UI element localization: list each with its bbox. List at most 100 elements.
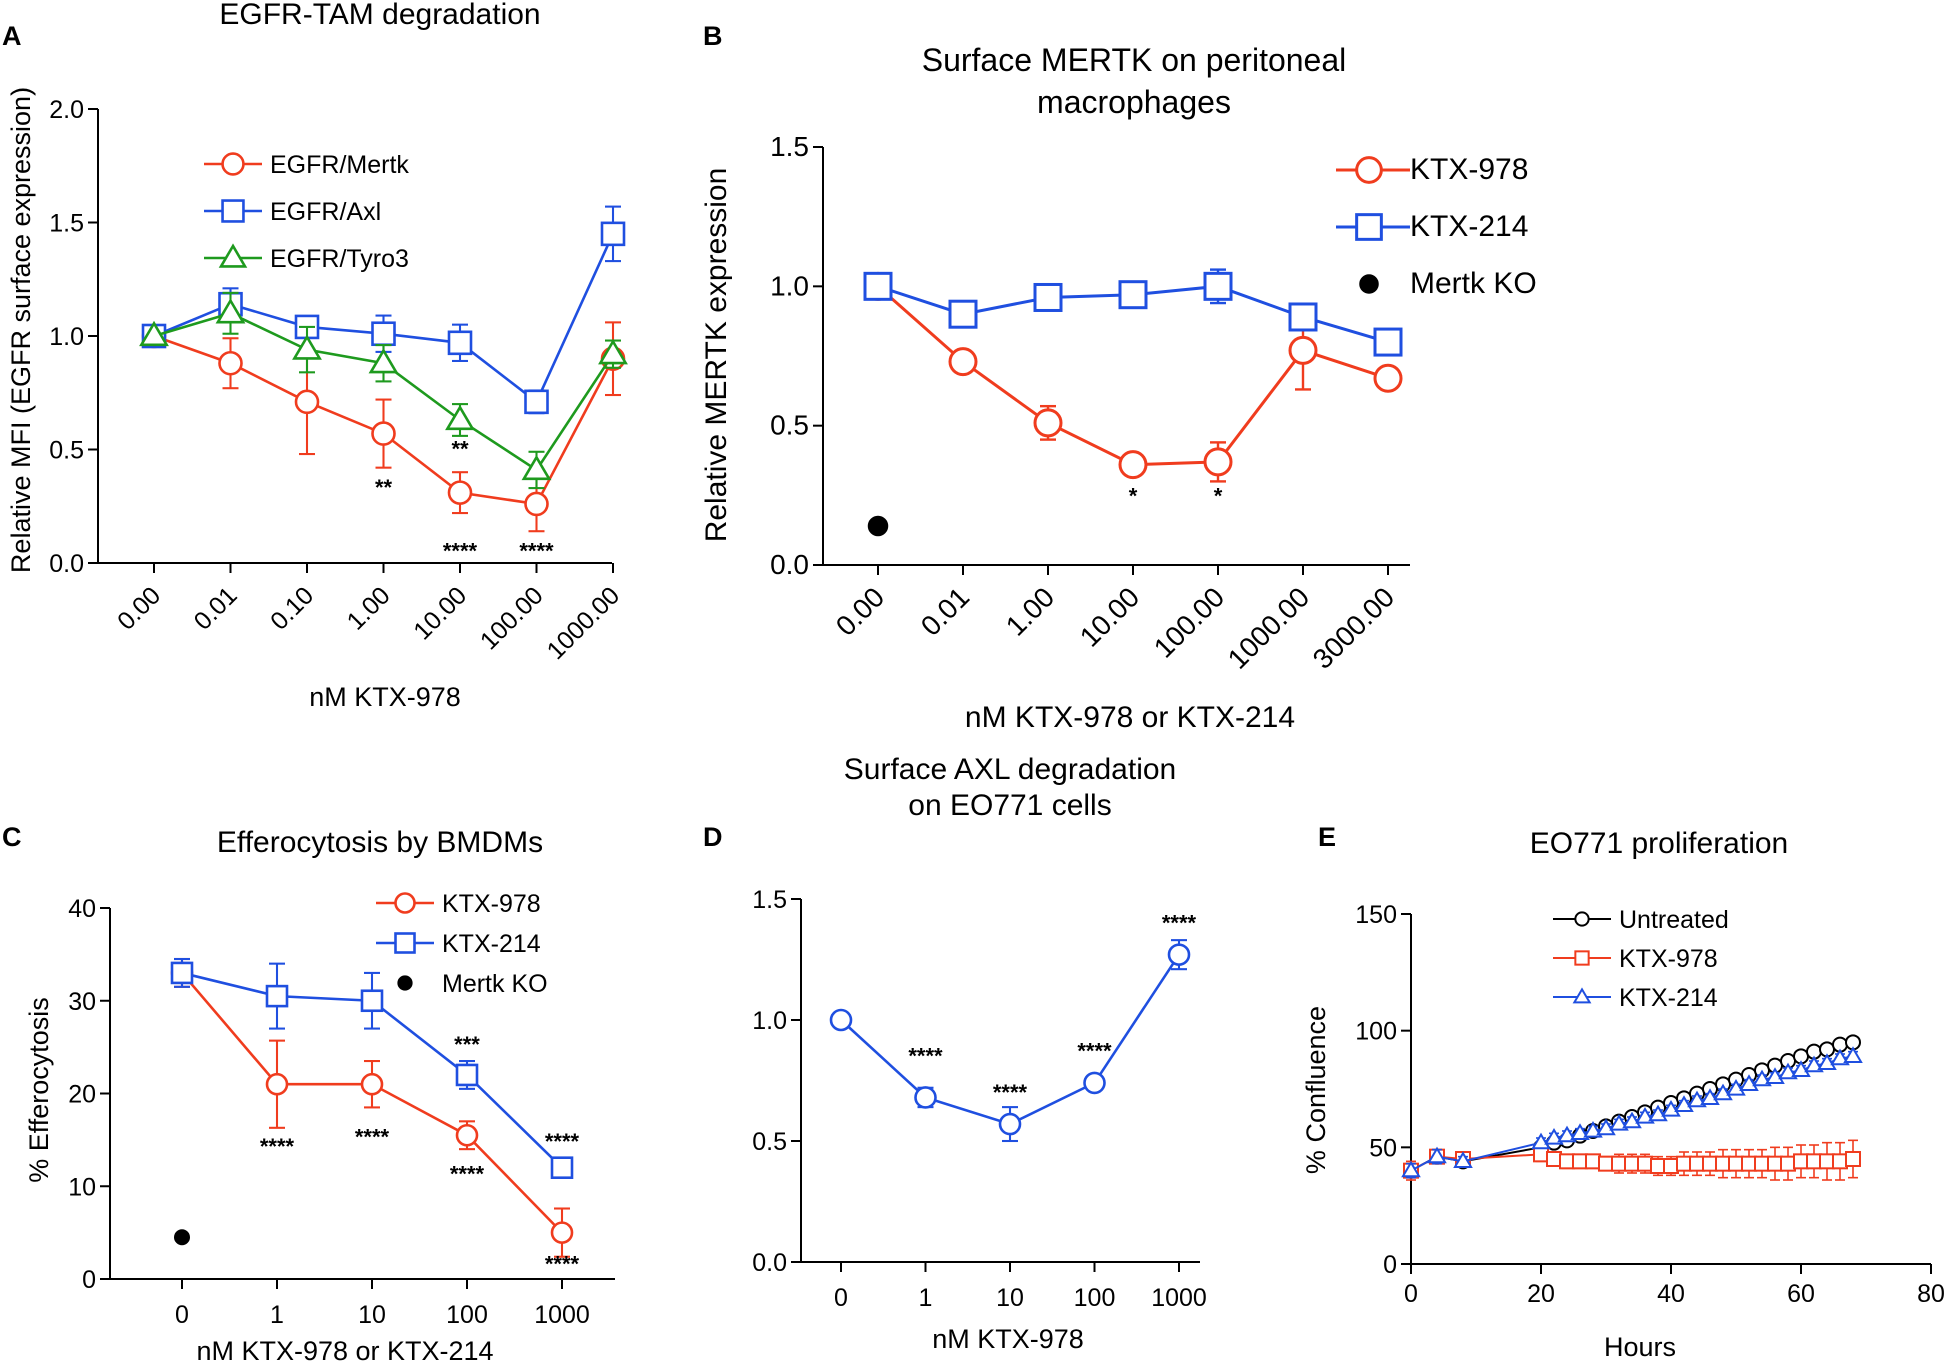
panel-e-series-ktx-214 (1401, 1046, 1863, 1179)
panel-e-series-ktx-978-point (1624, 1155, 1640, 1172)
panel-e-series-ktx-214-point (1570, 1123, 1590, 1140)
panel-b-legend-ktx-214-marker (1355, 213, 1383, 241)
panel-c-series-ktx-214-point (265, 984, 289, 1008)
panel-e-xtick-label: 40 (1657, 1280, 1685, 1308)
panel-c-ytick-label: 20 (68, 1081, 96, 1109)
panel-e-x-axis-label: Hours (1604, 1332, 1676, 1362)
panel-a-xtick-label: 100.00 (475, 581, 549, 655)
panel-e-series-ktx-214-point (1661, 1099, 1681, 1117)
panel-c-ytick-label: 40 (68, 895, 96, 923)
panel-e-xtick-label: 0 (1404, 1280, 1418, 1308)
panel-b-series-ktx-978-point (1118, 450, 1148, 480)
panel-b-significance-label: * (1214, 484, 1223, 509)
panel-e-series-ktx-978 (1403, 1139, 1861, 1181)
panel-letter-e: E (1318, 822, 1336, 852)
panel-d-series-ktx-978-point (1167, 943, 1191, 966)
panel-d-significance-label: **** (1077, 1039, 1112, 1064)
panel-a-significance-label: **** (443, 538, 478, 563)
panel-a-series-egfr-tyro3-point (368, 348, 399, 374)
panel-d-xtick-label: 100 (1074, 1284, 1116, 1312)
panel-b-ytick-label: 0.0 (770, 549, 809, 580)
panel-b-series-ktx-214-point (1118, 280, 1148, 310)
panel-a-series-egfr-tyro3-point (598, 338, 628, 365)
panel-a-series-egfr-mertk-point (371, 421, 396, 446)
panel-c-legend-ktx-214-marker (394, 932, 416, 954)
panel-c-series-ktx-214-point (550, 1156, 574, 1179)
panel-a-significance-label: ** (375, 475, 393, 500)
panel-b-xtick-label: 1000.00 (1222, 581, 1315, 674)
panel-c-legend-ktx-978-marker (394, 892, 416, 914)
panel-e-series-ktx-214-point (1687, 1090, 1707, 1108)
panel-d-ytick-label: 0.5 (752, 1128, 787, 1156)
panel-c-xtick-label: 0 (175, 1301, 189, 1329)
panel-a-ytick-label: 0.5 (49, 437, 84, 465)
panel-e-series-ktx-214-point (1609, 1113, 1629, 1131)
panel-b-ytick-label: 0.5 (770, 410, 809, 441)
panel-a-series-egfr-tyro3-point (521, 454, 552, 481)
panel-e-y-axis-label: % Confluence (1301, 1006, 1331, 1174)
panel-b-title-line-0: Surface MERTK on peritoneal (922, 42, 1347, 78)
panel-d-title-line-0: Surface AXL degradation (844, 753, 1176, 786)
panel-a-ytick-label: 1.5 (49, 210, 84, 238)
panel-d-xtick-label: 10 (996, 1284, 1024, 1312)
panel-e-legend-untreated-marker (1574, 911, 1590, 927)
panel-a-series-egfr-tyro3-point (292, 334, 322, 360)
panel-e-series-ktx-978-point (1780, 1155, 1796, 1172)
panel-b-x-axis-label: nM KTX-978 or KTX-214 (965, 701, 1295, 734)
panel-a-legend: EGFR/Mertk EGFR/Axl EGFR/Tyro3 (204, 151, 409, 273)
panel-e-series-ktx-978-point (1793, 1153, 1809, 1170)
panel-e-series-ktx-214-point (1817, 1053, 1837, 1070)
panel-e-series-ktx-214-point (1674, 1095, 1694, 1112)
panel-a-x-axis-label: nM KTX-978 (309, 682, 461, 712)
panel-e-series-ktx-978-point (1819, 1153, 1835, 1170)
panel-c-ytick-label: 30 (68, 988, 96, 1016)
panel-a-series-egfr-axl-point (371, 321, 396, 347)
panel-a-significance-label: ** (451, 436, 469, 461)
panel-e-series-ktx-214-point (1401, 1160, 1421, 1178)
panel-a-xtick-label: 0.01 (189, 581, 243, 635)
panel-e-series-ktx-214-point (1791, 1060, 1811, 1077)
panel-e-series-ktx-978-point (1533, 1146, 1549, 1163)
panel-c-series-ktx-978-point (360, 1072, 384, 1096)
panel-e-series-ktx-214-point (1544, 1127, 1564, 1145)
panel-c-series-ktx-978-point (265, 1072, 289, 1096)
panel-e-series-ktx-978-point (1806, 1153, 1822, 1170)
panel-e-ytick-label: 0 (1383, 1251, 1397, 1279)
panel-b-title-line-1: macrophages (1037, 84, 1231, 120)
panel-b-legend-mertk-ko-label: Mertk KO (1410, 267, 1537, 300)
panel-e-legend-ktx-978-marker (1574, 950, 1590, 966)
panel-a-legend-egfr-tyro3-label: EGFR/Tyro3 (270, 245, 409, 273)
panel-e-series-ktx-978-point (1637, 1155, 1653, 1172)
panel-a-legend-egfr-axl-marker (221, 199, 245, 223)
panel-e-xtick-label: 20 (1527, 1280, 1555, 1308)
panel-d-series-ktx-978-point (829, 1008, 853, 1032)
panel-e-series-ktx-978-point (1546, 1151, 1562, 1167)
panel-e-series-ktx-978-point (1598, 1155, 1614, 1172)
panel-d-series-ktx-978-point (998, 1112, 1022, 1136)
panel-d-significance-label: **** (993, 1080, 1028, 1105)
panel-b-series-ktx-978-point (1288, 335, 1318, 365)
panel-c-significance-label: **** (450, 1162, 485, 1187)
panel-b-ytick-label: 1.0 (770, 270, 809, 301)
panel-e-legend-ktx-214-label: KTX-214 (1619, 984, 1718, 1012)
panel-b-series-ktx-978-point (1033, 408, 1063, 438)
panel-e-legend: Untreated KTX-978 KTX-214 (1553, 906, 1729, 1012)
panel-a-series-egfr-tyro3 (139, 291, 628, 490)
panel-b-significance-label: * (1129, 484, 1138, 509)
panel-d-ytick-label: 1.5 (752, 886, 787, 914)
panel-d-title-line-1: on EO771 cells (908, 789, 1111, 822)
panel-e-series-ktx-214-point (1804, 1055, 1824, 1073)
panel-e-series-ktx-214-point (1427, 1146, 1447, 1164)
panel-a-series-egfr-tyro3-point (445, 404, 475, 431)
panel-e-series-ktx-214-point (1700, 1088, 1720, 1105)
panel-d-xtick-label: 0 (834, 1284, 848, 1312)
panel-e-series-ktx-978-point (1715, 1155, 1731, 1172)
panel-a-series-egfr-mertk-point (447, 480, 473, 505)
panel-e-ytick-label: 150 (1355, 901, 1397, 929)
panel-a-ytick-label: 1.0 (49, 323, 84, 351)
panel-b-series-mertk-ko-point (867, 515, 889, 537)
panel-a-series-egfr-tyro3-point (139, 320, 169, 347)
panel-a-legend-egfr-axl-label: EGFR/Axl (270, 198, 381, 226)
panel-c-series-ktx-978-point (550, 1221, 574, 1244)
